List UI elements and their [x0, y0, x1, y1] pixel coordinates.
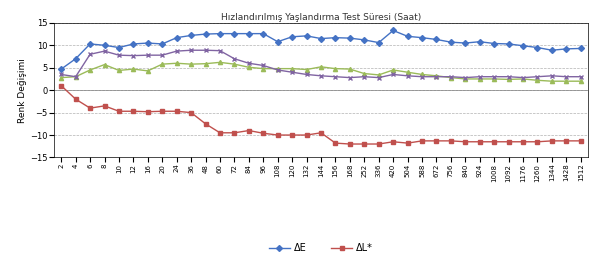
- Y-axis label: Renk Değişimi: Renk Değişimi: [19, 58, 28, 123]
- Title: Hızlandırılmış Yaşlandırma Test Süresi (Saat): Hızlandırılmış Yaşlandırma Test Süresi (…: [221, 13, 421, 22]
